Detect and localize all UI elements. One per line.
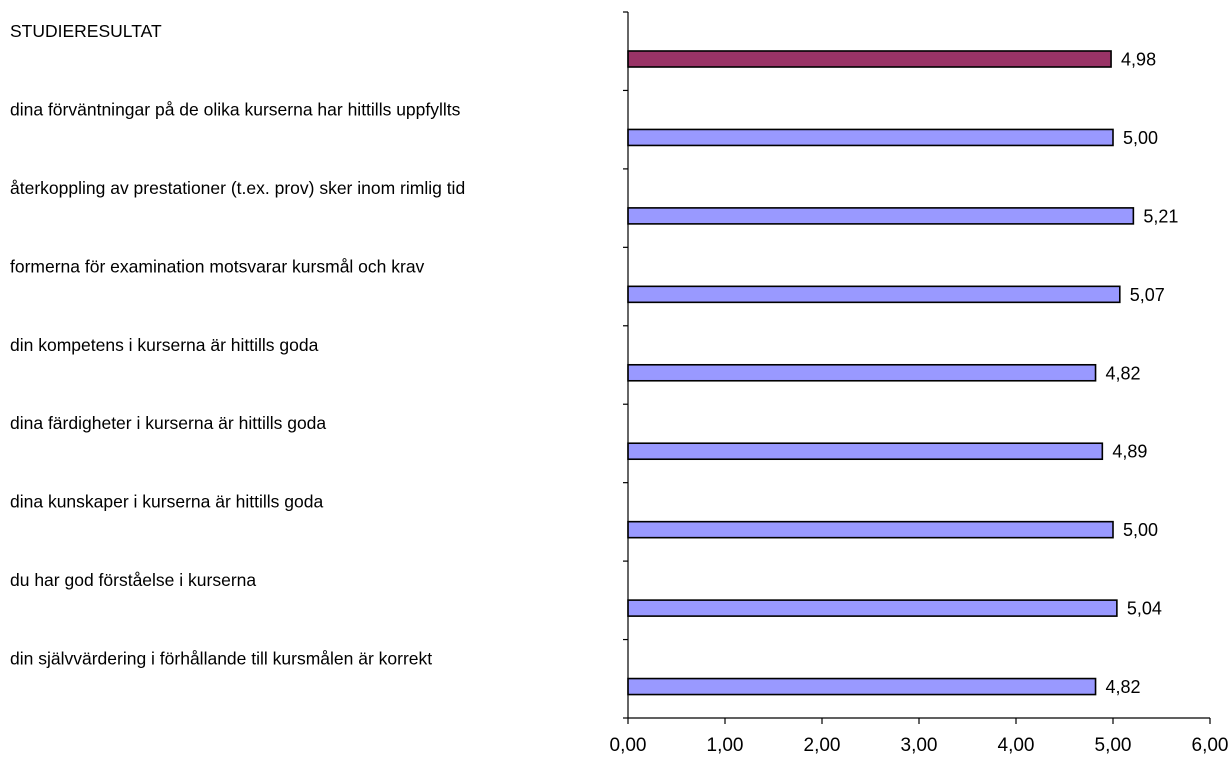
- x-tick-label: 5,00: [1095, 735, 1132, 756]
- x-tick-label: 4,00: [998, 735, 1035, 756]
- category-label: STUDIERESULTAT: [10, 21, 162, 41]
- category-label: återkoppling av prestationer (t.ex. prov…: [10, 178, 465, 198]
- category-label: dina färdigheter i kurserna är hittills …: [10, 413, 326, 433]
- bar: [627, 599, 1118, 617]
- x-tick-label: 0,00: [610, 735, 647, 756]
- data-label: 5,04: [1127, 599, 1162, 619]
- value-labels: 4,98 5,00 5,21 5,07 4,82 4,89 5,00 5,04 4,82: [1106, 50, 1179, 698]
- x-tick-label: 1,00: [707, 735, 744, 756]
- category-label: din kompetens i kurserna är hittills god…: [10, 335, 319, 355]
- x-tick-label: 3,00: [901, 735, 938, 756]
- bar: [627, 207, 1135, 225]
- category-label: dina förväntningar på de olika kurserna …: [10, 99, 461, 119]
- data-label: 4,89: [1112, 442, 1147, 462]
- bar: [627, 677, 1097, 696]
- bar: [627, 363, 1097, 382]
- x-tick-label: 2,00: [804, 735, 841, 756]
- data-label: 5,00: [1123, 520, 1158, 540]
- bar: [627, 520, 1114, 539]
- data-label: 5,07: [1130, 285, 1165, 305]
- data-label: 4,82: [1106, 363, 1141, 383]
- x-tick-label: 6,00: [1192, 735, 1229, 756]
- bars: [627, 50, 1135, 696]
- category-label: du har god förståelse i kurserna: [10, 570, 256, 590]
- data-label: 4,82: [1106, 677, 1141, 697]
- category-label: dina kunskaper i kurserna är hittills go…: [10, 492, 323, 512]
- bar: [627, 50, 1112, 68]
- bar: [627, 128, 1114, 147]
- data-label: 5,21: [1143, 206, 1178, 226]
- category-label: formerna för examination motsvarar kursm…: [10, 256, 425, 276]
- axes: 0,00 1,00 2,00 3,00 4,00 5,00 6,00: [610, 11, 1229, 756]
- category-label: din självvärdering i förhållande till ku…: [10, 649, 432, 669]
- data-label: 5,00: [1123, 128, 1158, 148]
- data-label: 4,98: [1121, 50, 1156, 70]
- bar: [627, 285, 1121, 304]
- category-labels: STUDIERESULTAT dina förväntningar på de o…: [10, 21, 465, 669]
- bar: [627, 442, 1104, 461]
